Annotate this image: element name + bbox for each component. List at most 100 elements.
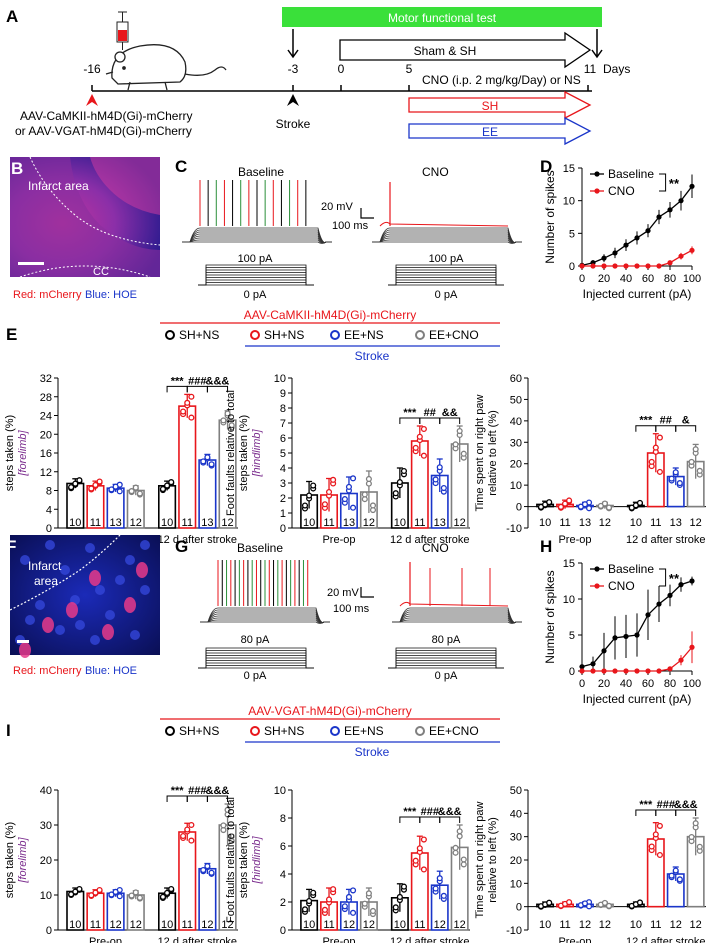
significance-label: *** [639, 799, 653, 811]
data-point [204, 454, 211, 461]
trace-line [200, 607, 330, 623]
nucleus [140, 585, 150, 595]
data-point [692, 820, 699, 827]
pa-bot-c-1: 0 pA [244, 289, 267, 301]
significance-label: *** [639, 415, 653, 427]
n-label: 12 [599, 517, 611, 529]
y-tick-label: 8 [46, 486, 52, 498]
n-label: 10 [394, 919, 406, 931]
n-label: 12 [221, 919, 233, 931]
data-point [652, 444, 659, 451]
legend-i: AAV-VGAT-hM4D(Gi)-mCherry SH+NS SH+NS EE+NS… [160, 704, 500, 759]
trace-line [392, 611, 522, 623]
cno-label-c: CNO [422, 165, 449, 179]
data-point [634, 632, 640, 638]
y-axis-label: relative to left (%) [487, 817, 499, 903]
ee-arrow [408, 116, 592, 146]
red-mcherry-label-f: Red: mCherry [13, 665, 82, 677]
y-tick-label: 8 [280, 403, 286, 415]
n-label: 11 [323, 517, 334, 529]
significance-label: ** [669, 571, 680, 586]
panel-label-f: F [6, 537, 16, 556]
significance-label: &&& [206, 785, 230, 797]
legend-virus-label: AAV-CaMKII-hM4D(Gi)-mCherry [244, 308, 416, 322]
tick-day-0: 0 [338, 62, 345, 76]
stroke-marker [287, 94, 299, 106]
group-label: 12 d after stroke [390, 534, 470, 546]
y-tick-label: 4 [280, 463, 286, 475]
data-point [440, 484, 447, 492]
legend-marker [250, 726, 260, 736]
trace-line [200, 619, 330, 624]
y-axis-label: relative to left (%) [487, 410, 499, 496]
data-point [452, 844, 459, 851]
y-axis-label: Time spent on right paw [474, 394, 486, 511]
mcherry-cell [102, 624, 114, 640]
data-point [656, 822, 663, 829]
mcherry-cell [89, 570, 101, 586]
n-label: 10 [630, 517, 642, 529]
x-tick-label: 100 [683, 273, 701, 285]
data-point [76, 477, 83, 484]
baseline-label-g: Baseline [237, 541, 283, 555]
y-tick-label: 0 [280, 523, 286, 535]
x-tick-label: 0 [579, 273, 585, 285]
n-label: 13 [579, 517, 591, 529]
y-tick-label: 3 [280, 478, 286, 490]
legend-dot [594, 188, 600, 194]
data-point [689, 247, 695, 253]
y-tick-label: 0 [46, 925, 52, 937]
data-point [310, 482, 317, 489]
legend-marker [165, 726, 175, 736]
data-point [420, 866, 427, 873]
legend-dot [594, 583, 600, 589]
y-axis-label: steps taken (%) [238, 415, 250, 491]
significance-label: ** [669, 176, 680, 191]
n-label: 11 [90, 517, 101, 529]
x-tick-label: 40 [620, 678, 632, 690]
y-axis-label: Foot faults relative to total [225, 390, 237, 516]
y-axis-label: Number of spikes [543, 170, 557, 263]
data-point [330, 476, 337, 483]
pa-bot-g-1: 0 pA [244, 670, 267, 682]
data-point [605, 504, 613, 511]
legend-marker [165, 330, 175, 340]
data-point [634, 668, 640, 674]
data-point [656, 434, 663, 441]
nucleus [60, 565, 70, 575]
legend-label: Baseline [608, 562, 654, 576]
y-tick-label: 0 [280, 925, 286, 937]
y-tick-label: 32 [40, 373, 52, 385]
data-point [561, 500, 569, 507]
data-point [452, 441, 459, 448]
n-label: 12 [343, 919, 355, 931]
data-point [612, 250, 618, 256]
data-point [396, 479, 403, 486]
n-label: 12 [130, 517, 142, 529]
scale-ms-c: 100 ms [332, 220, 369, 232]
bar-chart-i-hindlimb: 0 2 4 6 8 10 Foot faults relative to total step… [225, 785, 470, 943]
panel-label-g: G [175, 537, 188, 556]
data-point [132, 484, 139, 491]
timeline-ticks [91, 85, 589, 91]
data-point [648, 843, 655, 850]
data-point [667, 592, 673, 599]
data-point [689, 578, 695, 584]
y-axis-label: steps taken (%) [4, 822, 16, 898]
significance-label: *** [403, 806, 417, 818]
data-point [436, 464, 443, 471]
data-point [623, 263, 629, 269]
y-axis-label: Foot faults relative to total [225, 797, 237, 923]
data-point [652, 831, 659, 838]
y-tick-label: 30 [510, 832, 522, 844]
group-label: Pre-op [558, 534, 591, 546]
significance-label: &&& [674, 799, 698, 811]
n-label: 12 [690, 517, 702, 529]
trace-line [182, 227, 332, 243]
n-label: 12 [690, 919, 702, 931]
n-label: 11 [414, 517, 425, 529]
data-point [634, 263, 640, 269]
y-tick-label: 1 [280, 508, 286, 520]
data-point [645, 612, 651, 618]
panel-label-c: C [175, 157, 187, 176]
